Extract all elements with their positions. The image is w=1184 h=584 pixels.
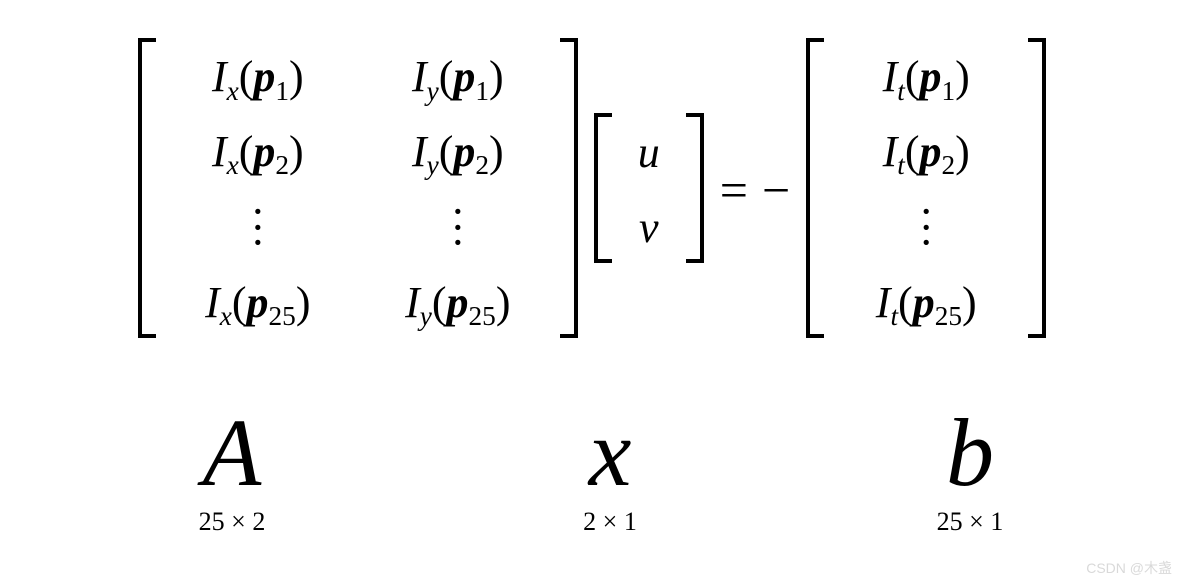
vector-b-left-bracket [804, 38, 826, 343]
label-x-block: x 2 × 1 [583, 405, 637, 537]
equation-row: Ix(p1) Iy(p1) Ix(p2) Iy(p2) ······ Ix(p2… [0, 20, 1184, 360]
label-A-dim: 25 × 2 [199, 507, 266, 537]
matrix-A-left-bracket [136, 38, 158, 343]
vector-b-right-bracket [1026, 38, 1048, 343]
label-b-block: b 25 × 1 [937, 405, 1004, 537]
label-A-block: A 25 × 2 [199, 405, 266, 537]
matrix-A-right-bracket [558, 38, 580, 343]
vector-x-left-bracket [592, 113, 614, 268]
label-x-dim: 2 × 1 [583, 507, 637, 537]
label-A-symbol: A [203, 405, 262, 501]
minus-sign: − [762, 161, 804, 219]
label-b-dim: 25 × 1 [937, 507, 1004, 537]
label-row: A 25 × 2 x 2 × 1 b 25 × 1 [0, 405, 1184, 565]
label-x-symbol: x [589, 405, 632, 501]
watermark-text: CSDN @木盏 [1086, 558, 1172, 578]
matrix-A-body: Ix(p1) Iy(p1) Ix(p2) Iy(p2) ······ Ix(p2… [158, 40, 558, 340]
vector-x-right-bracket [684, 113, 706, 268]
vector-b-body: It(p1) It(p2) ··· It(p25) [826, 40, 1026, 340]
equals-sign: = [706, 161, 762, 219]
label-b-symbol: b [946, 405, 994, 501]
vector-x-body: uv [614, 115, 684, 265]
